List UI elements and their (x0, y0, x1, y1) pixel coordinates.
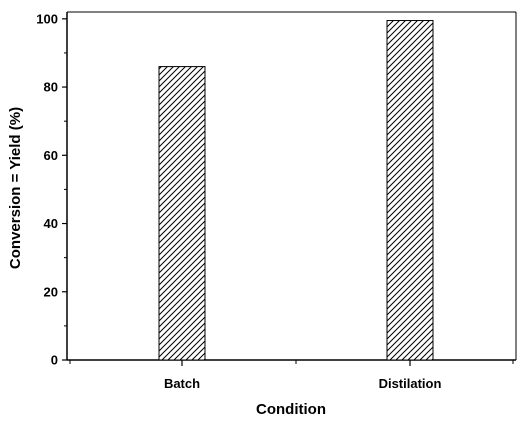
y-tick-label: 80 (44, 80, 58, 95)
y-axis-ticks: 0 20 40 60 80 100 (36, 11, 67, 368)
x-axis-title: Condition (256, 401, 326, 418)
bar-distilation (386, 20, 434, 361)
y-tick-label: 100 (36, 11, 58, 26)
y-tick-label: 60 (44, 148, 58, 163)
y-tick-label: 40 (44, 216, 58, 231)
x-tick-label: Distilation (379, 376, 442, 391)
bars-group (158, 20, 434, 361)
y-tick-label: 0 (51, 353, 58, 368)
bar-batch (158, 66, 206, 361)
y-axis-title: Conversion = Yield (%) (7, 107, 24, 269)
x-axis-ticks: Batch Distilation (69, 360, 514, 391)
x-tick-label: Batch (164, 376, 200, 391)
y-tick-label: 20 (44, 284, 58, 299)
plot-frame (66, 11, 517, 361)
